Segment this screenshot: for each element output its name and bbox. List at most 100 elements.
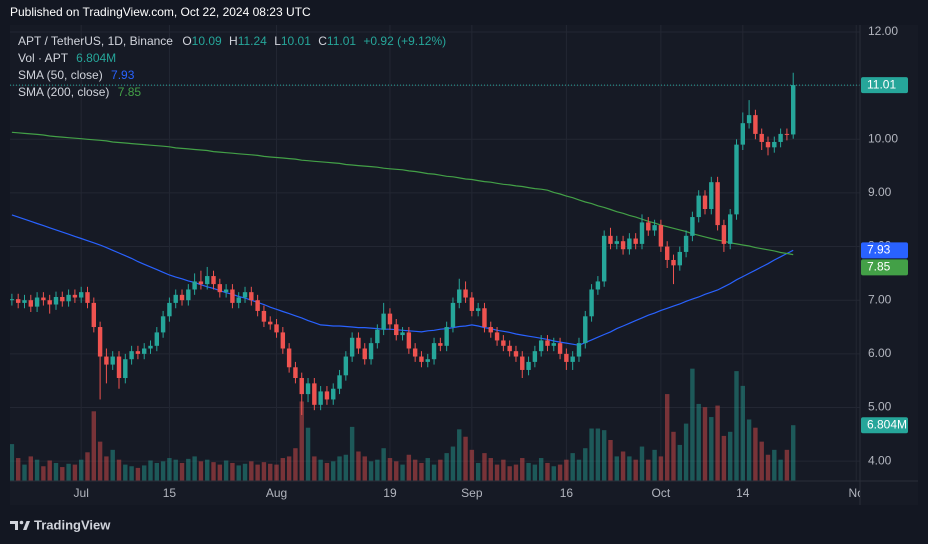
candle-body	[425, 359, 430, 362]
volume-bar	[444, 453, 449, 481]
volume-bar	[186, 458, 191, 481]
x-tick-label: 15	[163, 486, 177, 500]
volume-bar	[583, 448, 588, 481]
volume-bar	[545, 462, 550, 481]
candle-body	[60, 296, 65, 302]
volume-bar	[652, 449, 657, 481]
x-tick-label: No	[849, 486, 865, 500]
candle-body	[312, 383, 317, 405]
series-name: SMA (50, close)	[18, 68, 103, 82]
candle-body	[791, 85, 796, 135]
candle-body	[551, 343, 556, 346]
volume-bar	[324, 462, 330, 481]
candle-body	[129, 351, 134, 360]
candle-body	[658, 225, 664, 247]
volume-bar	[450, 446, 456, 481]
volume-bar	[223, 460, 229, 481]
candle-body	[154, 332, 160, 346]
x-tick-label: Sep	[461, 486, 483, 500]
candle-body	[469, 297, 475, 311]
volume-bar	[110, 449, 115, 481]
candle-body	[255, 300, 260, 311]
volume-bar	[431, 464, 437, 481]
candle-body	[721, 225, 727, 244]
volume-bar	[394, 461, 399, 481]
ohlc-value: 10.09	[192, 34, 222, 48]
candle-body	[488, 327, 493, 333]
volume-bar	[255, 464, 260, 481]
volume-bar	[702, 407, 708, 481]
volume-bar	[589, 428, 594, 481]
candle-body	[362, 348, 367, 360]
candle-body	[135, 351, 141, 354]
volume-bar	[740, 385, 746, 481]
candle-body	[431, 343, 437, 360]
volume-bar	[22, 464, 27, 481]
volume-bar	[627, 456, 632, 481]
candle-body	[85, 292, 90, 303]
logo-dot	[19, 520, 24, 525]
candle-body	[450, 302, 456, 328]
volume-bar	[286, 456, 292, 481]
candle-body	[167, 302, 172, 317]
candle-body	[47, 300, 52, 305]
candle-body	[324, 391, 330, 400]
ohlc-value: 10.01	[281, 34, 311, 48]
price-label-box	[861, 77, 908, 94]
candle-body	[78, 292, 84, 298]
series-name: SMA (200, close)	[18, 85, 109, 99]
candle-body	[494, 332, 500, 341]
volume-bar	[47, 460, 52, 481]
candle-body	[268, 321, 273, 325]
candle-body	[41, 297, 46, 301]
candle-body	[412, 348, 418, 357]
grid	[10, 25, 860, 481]
volume-bar	[116, 459, 122, 481]
candle-body	[671, 259, 676, 266]
candle-body	[142, 348, 147, 354]
candle-body	[22, 300, 27, 303]
volume-bar	[249, 461, 254, 481]
candle-body	[759, 133, 764, 142]
candle-body	[583, 316, 588, 344]
volume-bar	[142, 465, 147, 481]
volume-bar	[381, 448, 386, 481]
volume-bar	[236, 465, 241, 481]
volume-bar	[646, 459, 651, 481]
volume-bar	[198, 461, 204, 481]
candle-body	[368, 343, 374, 360]
candle-body	[179, 294, 185, 301]
price-label-box	[861, 242, 908, 259]
candle-body	[734, 144, 739, 215]
candle-body	[601, 235, 607, 282]
volume-bar	[753, 427, 758, 481]
candle-body	[557, 343, 563, 354]
volume-bar	[205, 459, 210, 481]
candle-body	[444, 327, 449, 346]
candle-body	[116, 356, 122, 378]
candle-body	[375, 329, 380, 344]
volume-bar	[173, 459, 178, 481]
candle-body	[576, 343, 582, 357]
candle-body	[633, 238, 638, 244]
symbol: APT / TetherUS, 1D, Binance	[18, 34, 173, 48]
volume-bar	[217, 464, 223, 481]
volume-bar	[526, 462, 531, 481]
candle-body	[608, 235, 613, 244]
candle-body	[715, 182, 720, 226]
volume-bar	[179, 462, 185, 481]
volume-bar	[375, 459, 380, 481]
candle-body	[545, 340, 550, 346]
volume-bar	[293, 448, 298, 481]
volume-bar	[727, 431, 733, 481]
volume-bar	[551, 466, 556, 481]
volume-bar	[463, 436, 468, 481]
volume-name: Vol · APT	[18, 51, 69, 65]
volume-bar	[72, 464, 78, 481]
volume-bar	[791, 425, 796, 481]
candle-body	[343, 356, 349, 376]
price-label-box	[861, 417, 908, 434]
volume-bar	[305, 427, 311, 481]
volume-bar	[677, 444, 682, 481]
volume-bar	[135, 467, 141, 481]
